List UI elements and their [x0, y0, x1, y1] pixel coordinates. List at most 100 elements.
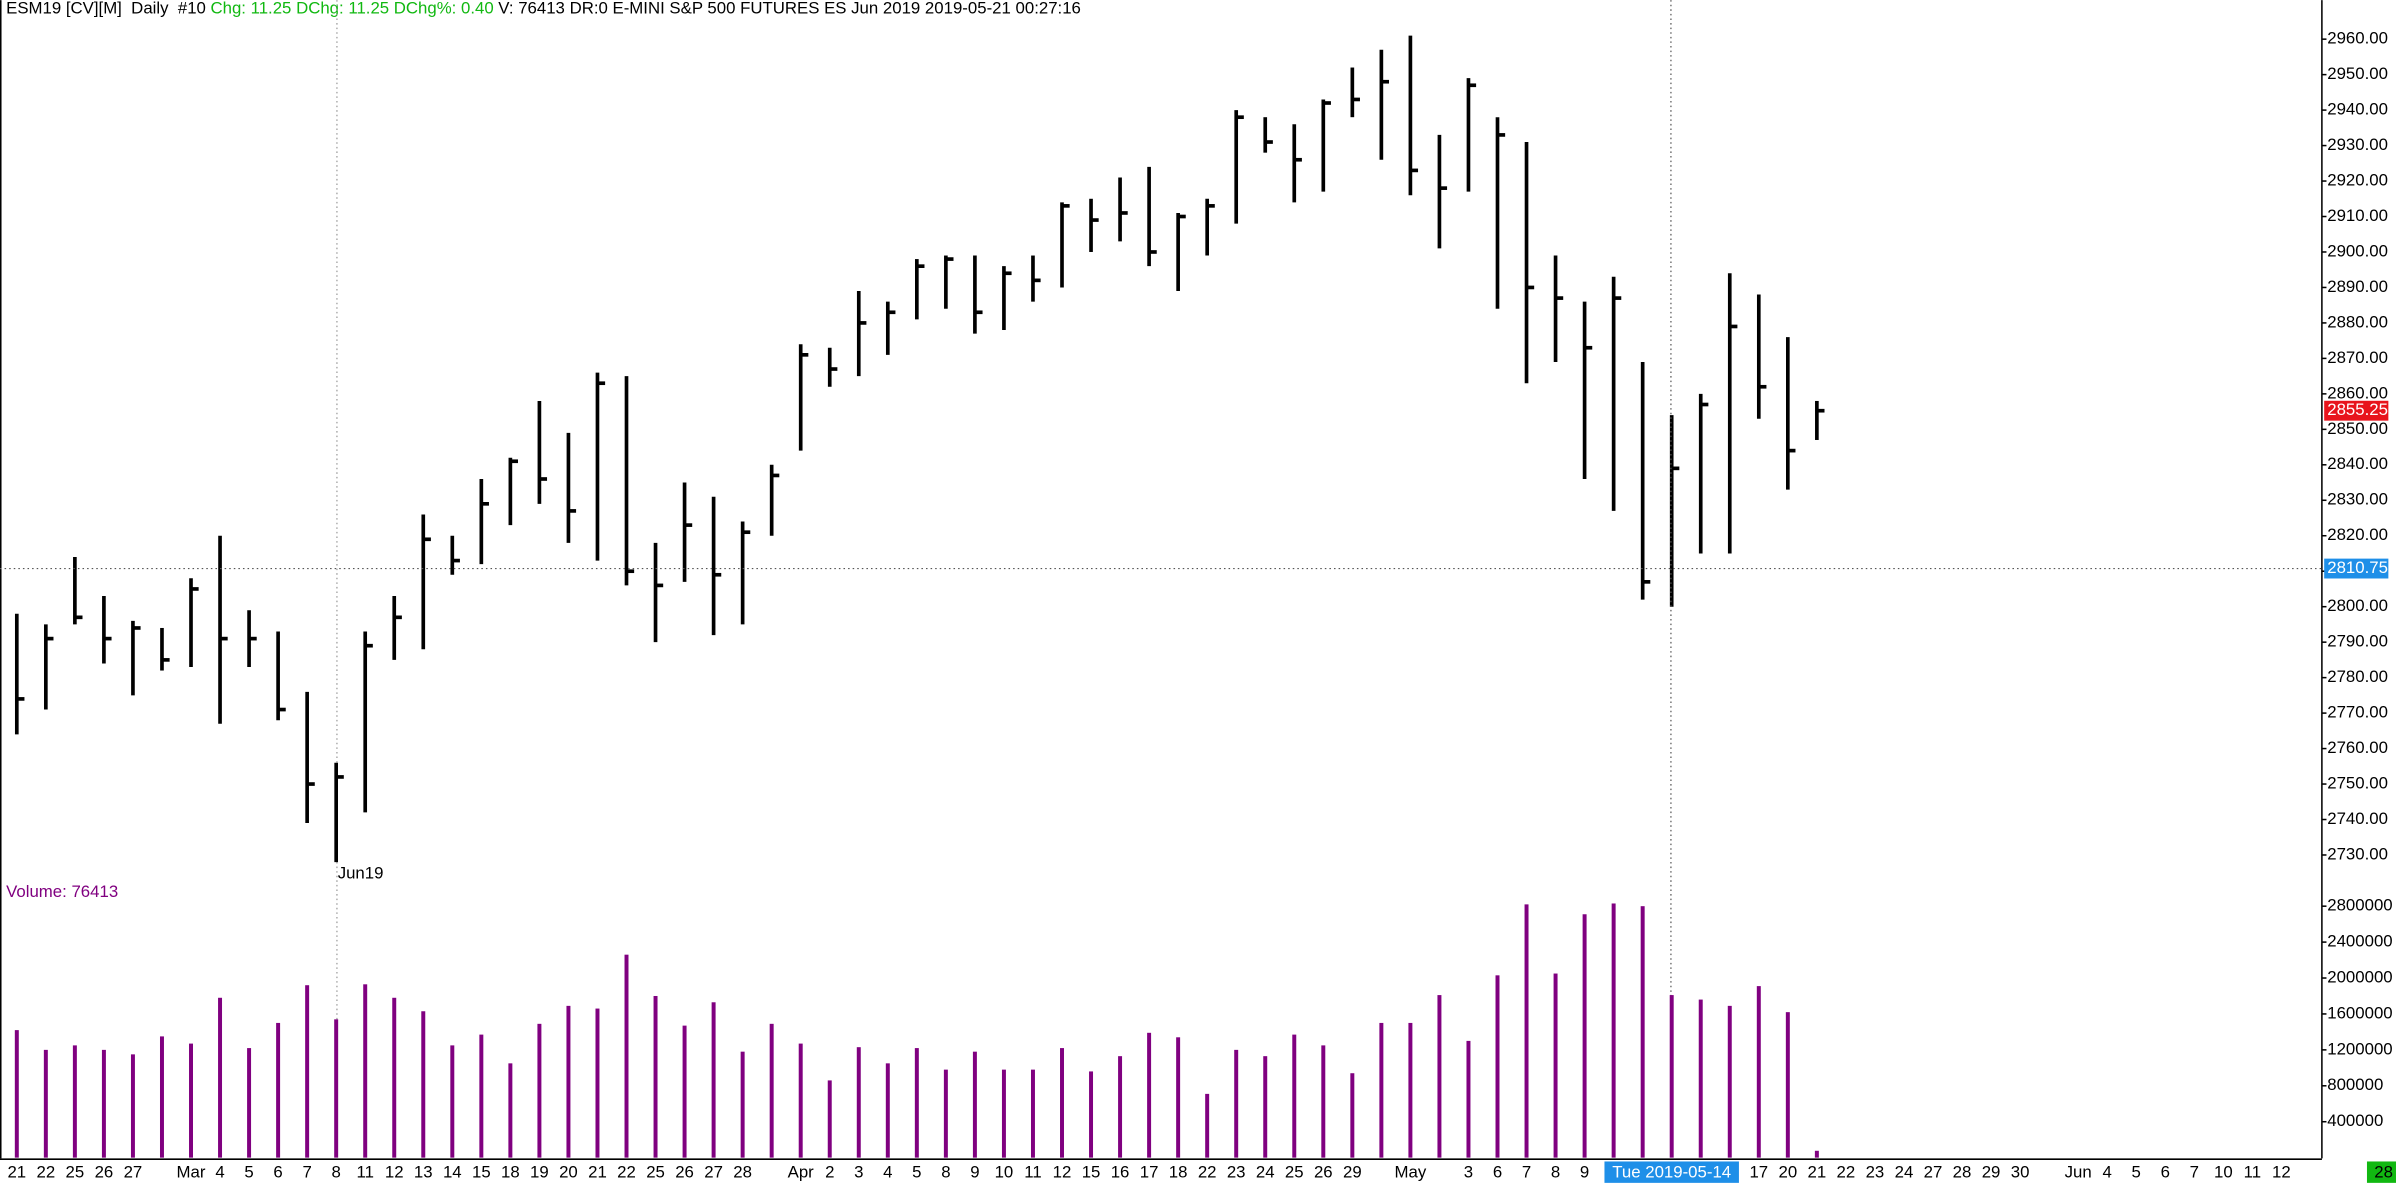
header: ESM19 [CV][M] Daily #10 Chg: 11.25 DChg: …	[6, 0, 1081, 18]
y-tick-label: 2770.00	[2327, 703, 2388, 722]
corner-box	[2366, 1161, 2396, 1183]
x-tick-label: 4	[883, 1162, 892, 1181]
y-tick-label: 2730.00	[2327, 844, 2388, 863]
x-tick-label: 17	[1749, 1162, 1768, 1181]
y-tick-label: 2900.00	[2327, 241, 2388, 260]
x-tick-label: 24	[1895, 1162, 1914, 1181]
volume-bar	[1582, 914, 1587, 1158]
crosshair-date-box	[1604, 1161, 1739, 1183]
volume-bar	[1640, 906, 1645, 1158]
y-tick-label: 400000	[2327, 1111, 2383, 1130]
volume-bar	[1292, 1034, 1297, 1158]
volume-bar	[72, 1045, 77, 1158]
crosshair-price-box	[2324, 558, 2389, 579]
change-info: Chg: 11.25 DChg: 11.25 DChg%: 0.40	[210, 0, 493, 18]
x-tick-label: 29	[1343, 1162, 1362, 1181]
y-tick-label: 2780.00	[2327, 667, 2388, 686]
corner-label: 28	[2374, 1162, 2393, 1181]
x-tick-label: 20	[1778, 1162, 1797, 1181]
x-tick-label: 8	[941, 1162, 950, 1181]
volume-bar	[914, 1048, 919, 1158]
x-tick-label: 29	[1982, 1162, 2001, 1181]
volume-bar	[189, 1043, 193, 1158]
x-tick-label: 18	[1169, 1162, 1188, 1181]
x-tick-label: 25	[66, 1162, 85, 1181]
volume-bar	[1524, 904, 1529, 1158]
volume-bar	[159, 1036, 164, 1158]
y-tick-label: 2750.00	[2327, 773, 2388, 792]
volume-bar	[827, 1080, 832, 1158]
x-tick-label: 11	[356, 1162, 373, 1181]
x-tick-label: 26	[95, 1162, 114, 1181]
x-tick-label: 8	[1551, 1162, 1560, 1181]
x-tick-label: 27	[124, 1162, 143, 1181]
x-tick-label: 6	[2161, 1162, 2170, 1181]
symbol: ESM19 [CV][M] Daily #10	[6, 0, 206, 18]
y-tick-label: 1200000	[2327, 1039, 2392, 1058]
y-tick-label: 2820.00	[2327, 525, 2388, 544]
x-tick-label: 10	[2214, 1162, 2233, 1181]
volume-bar	[101, 1049, 106, 1158]
x-tick-label: 10	[995, 1162, 1014, 1181]
y-tick-label: 2790.00	[2327, 632, 2388, 651]
last-price-label: 2855.25	[2327, 400, 2388, 419]
volume-bar	[450, 1045, 455, 1158]
y-tick-label: 2840.00	[2327, 454, 2388, 473]
volume-bar	[1030, 1069, 1035, 1158]
x-tick-label: 21	[7, 1162, 26, 1181]
x-tick-label: 11	[2244, 1162, 2261, 1181]
x-tick-label: Jun	[2065, 1162, 2092, 1181]
x-tick-label: 3	[1464, 1162, 1473, 1181]
y-tick-label: 2760.00	[2327, 738, 2388, 757]
x-tick-label: 20	[559, 1162, 578, 1181]
volume-bar	[1698, 999, 1703, 1158]
x-tick-label: 27	[704, 1162, 723, 1181]
volume-bar	[1669, 995, 1674, 1158]
y-tick-label: 2920.00	[2327, 170, 2388, 189]
volume-bar	[1176, 1037, 1181, 1158]
x-tick-label: 18	[501, 1162, 520, 1181]
x-tick-label: 6	[1493, 1162, 1502, 1181]
volume-bar	[856, 1047, 861, 1158]
x-tick-label: 12	[385, 1162, 404, 1181]
volume-bar	[1350, 1073, 1355, 1158]
y-tick-label: 2400000	[2327, 932, 2392, 951]
volume-bar	[508, 1063, 513, 1158]
x-tick-label: 19	[530, 1162, 549, 1181]
x-tick-label: 22	[617, 1162, 636, 1181]
x-tick-label: 28	[733, 1162, 752, 1181]
y-tick-label: 2830.00	[2327, 490, 2388, 509]
x-tick-label: 16	[1111, 1162, 1130, 1181]
x-tick-label: 22	[36, 1162, 55, 1181]
volume-bar	[1756, 986, 1761, 1158]
y-tick-label: 2850.00	[2327, 419, 2388, 438]
x-tick-label: 7	[2190, 1162, 2199, 1181]
y-tick-label: 2000000	[2327, 967, 2392, 986]
volume-bar	[1437, 995, 1442, 1158]
volume-bar	[1001, 1069, 1006, 1158]
volume-bar	[1495, 975, 1500, 1158]
volume-bar	[1060, 1048, 1064, 1158]
volume-bar	[392, 997, 397, 1158]
y-tick-label: 2860.00	[2327, 383, 2388, 402]
x-tick-label: Mar	[177, 1162, 206, 1181]
y-tick-label: 1600000	[2327, 1003, 2392, 1022]
volume-bar	[653, 995, 658, 1158]
volume-bar	[1234, 1049, 1239, 1158]
volume-bar	[1727, 1005, 1732, 1158]
contract-annotation: Jun19	[338, 864, 384, 883]
y-tick-label: 2800.00	[2327, 596, 2388, 615]
volume-bar	[972, 1051, 977, 1158]
y-tick-label: 2910.00	[2327, 206, 2388, 225]
x-tick-label: 21	[588, 1162, 607, 1181]
x-tick-label: 26	[675, 1162, 694, 1181]
volume-bar	[1408, 1022, 1413, 1158]
x-tick-label: 5	[2132, 1162, 2141, 1181]
volume-bar	[421, 1011, 426, 1158]
x-tick-label: 8	[332, 1162, 341, 1181]
x-tick-label: 14	[443, 1162, 462, 1181]
volume-bar	[479, 1034, 484, 1158]
volume-bar	[1205, 1093, 1210, 1158]
x-tick-label: 3	[854, 1162, 863, 1181]
